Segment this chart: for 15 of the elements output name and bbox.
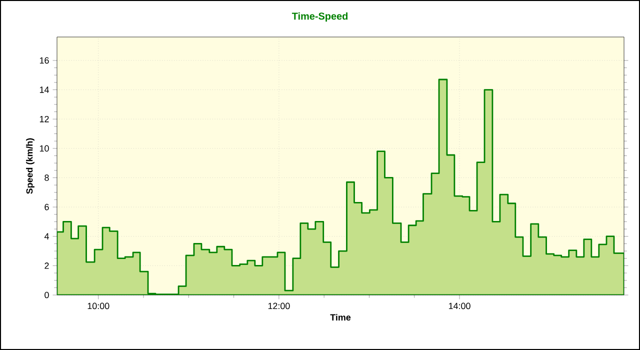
y-tick-label: 8 xyxy=(44,174,49,181)
y-tick-label: 0 xyxy=(44,292,49,298)
y-tick-label: 2 xyxy=(44,262,49,269)
y-tick-label: 4 xyxy=(44,233,49,240)
y-axis-title: Speed (km/h) xyxy=(26,138,34,194)
chart-title: Time-Speed xyxy=(292,12,348,22)
y-tick-label: 12 xyxy=(40,116,49,122)
y-tick-label: 10 xyxy=(40,145,49,152)
y-tick-label: 14 xyxy=(40,86,49,93)
x-tick-label: 10:00 xyxy=(88,302,110,310)
y-tick-label: 6 xyxy=(44,204,49,210)
x-tick-label: 12:00 xyxy=(268,302,290,310)
x-tick-label: 14:00 xyxy=(448,302,470,310)
x-axis-title: Time xyxy=(330,314,351,321)
y-tick-label: 16 xyxy=(40,57,49,64)
